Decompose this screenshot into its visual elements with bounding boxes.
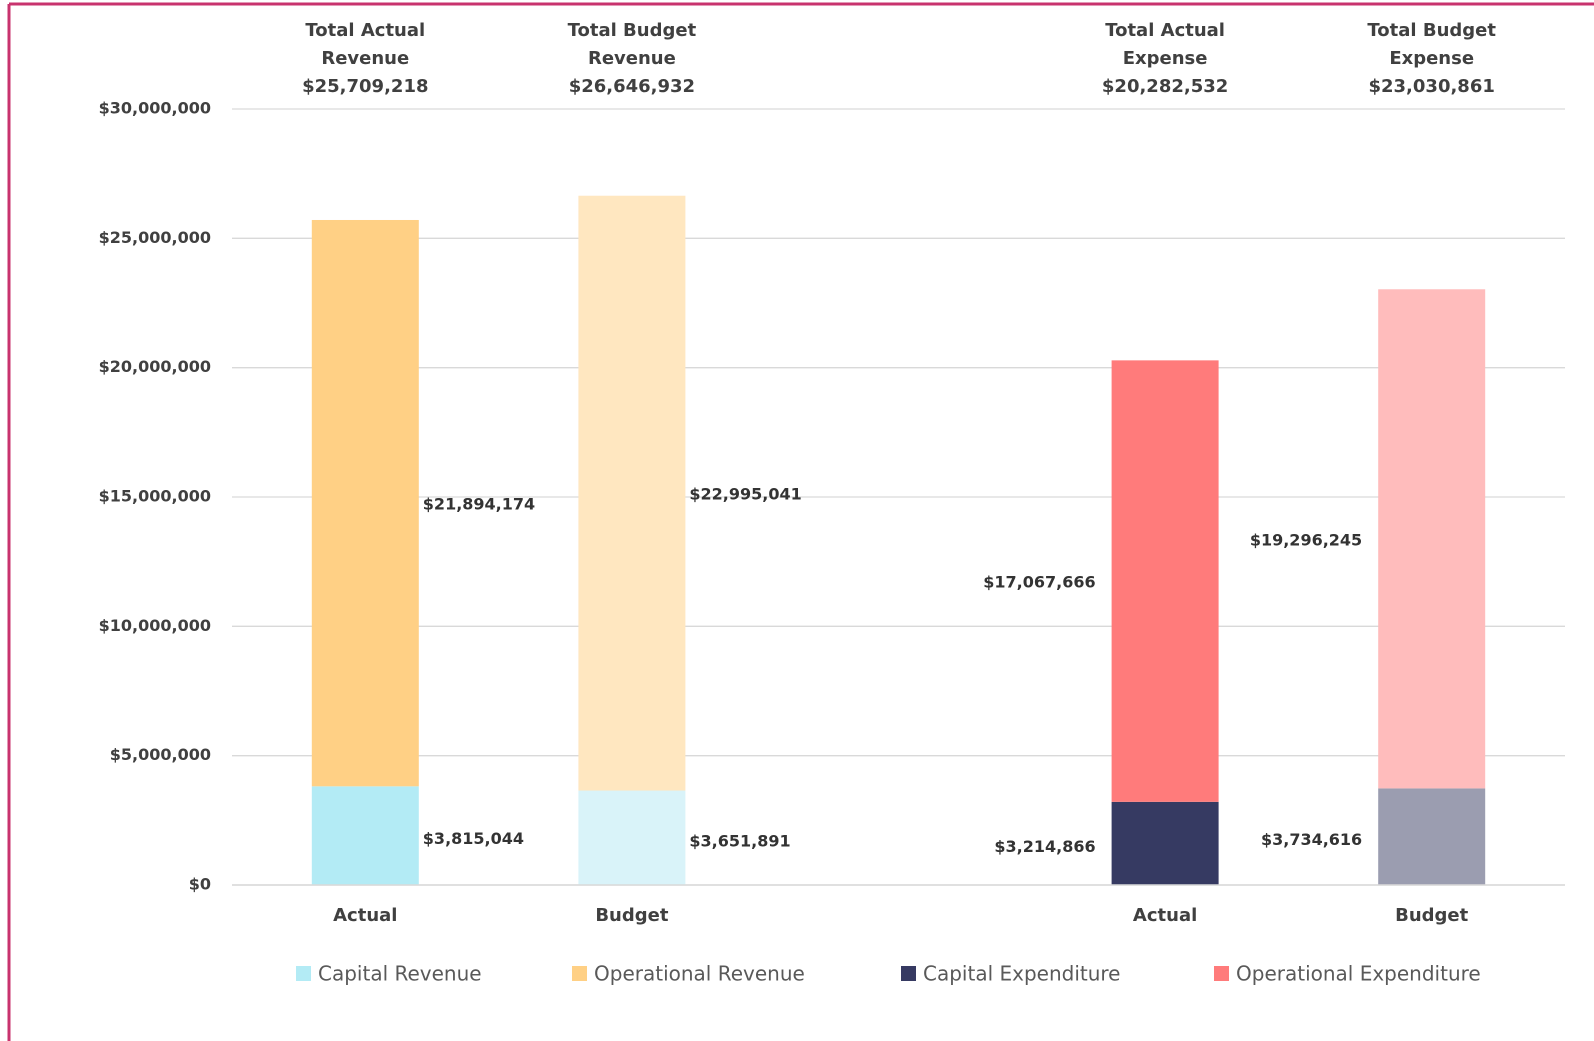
total-annotation: $23,030,861 [1368, 76, 1494, 97]
value-label: $3,651,891 [689, 831, 790, 850]
total-annotation: Expense [1389, 48, 1474, 69]
y-tick-label: $10,000,000 [99, 616, 211, 635]
total-annotation: $25,709,218 [302, 76, 428, 97]
legend-label: Capital Expenditure [923, 962, 1121, 986]
total-annotation: Revenue [588, 48, 676, 69]
y-tick-label: $25,000,000 [99, 228, 211, 247]
value-label: $17,067,666 [983, 573, 1095, 592]
bar-segment [1378, 788, 1486, 885]
bar-segment [578, 790, 686, 885]
value-label: $3,214,866 [994, 837, 1095, 856]
x-tick-label: Budget [1395, 905, 1469, 926]
total-annotation: $26,646,932 [569, 76, 695, 97]
legend-label: Capital Revenue [318, 962, 482, 986]
bar-segment [1111, 801, 1219, 885]
value-label: $19,296,245 [1250, 530, 1362, 549]
total-annotation: Total Budget [568, 20, 697, 41]
y-tick-label: $30,000,000 [99, 99, 211, 118]
x-tick-label: Actual [1133, 905, 1197, 926]
bar-segment [1111, 360, 1219, 802]
y-tick-label: $15,000,000 [99, 487, 211, 506]
legend-swatch [1214, 966, 1229, 981]
bar-segment [311, 786, 419, 885]
total-annotation: Revenue [321, 48, 409, 69]
value-label: $3,734,616 [1261, 830, 1362, 849]
total-annotation: Total Actual [305, 20, 425, 41]
legend-label: Operational Expenditure [1236, 962, 1481, 986]
bar-segment [578, 195, 686, 791]
x-tick-label: Budget [595, 905, 669, 926]
value-label: $21,894,174 [423, 495, 535, 514]
bar-segment [1378, 289, 1486, 789]
total-annotation: Total Budget [1367, 20, 1496, 41]
total-annotation: $20,282,532 [1102, 76, 1228, 97]
value-label: $3,815,044 [423, 829, 524, 848]
legend-label: Operational Revenue [594, 962, 805, 986]
y-tick-label: $0 [189, 875, 211, 894]
legend-swatch [572, 966, 587, 981]
y-tick-label: $20,000,000 [99, 357, 211, 376]
total-annotation: Total Actual [1105, 20, 1225, 41]
y-tick-label: $5,000,000 [110, 745, 211, 764]
legend-swatch [296, 966, 311, 981]
x-tick-label: Actual [333, 905, 397, 926]
value-label: $22,995,041 [689, 485, 801, 504]
total-annotation: Expense [1123, 48, 1208, 69]
bar-segment [311, 219, 419, 787]
legend-swatch [901, 966, 916, 981]
